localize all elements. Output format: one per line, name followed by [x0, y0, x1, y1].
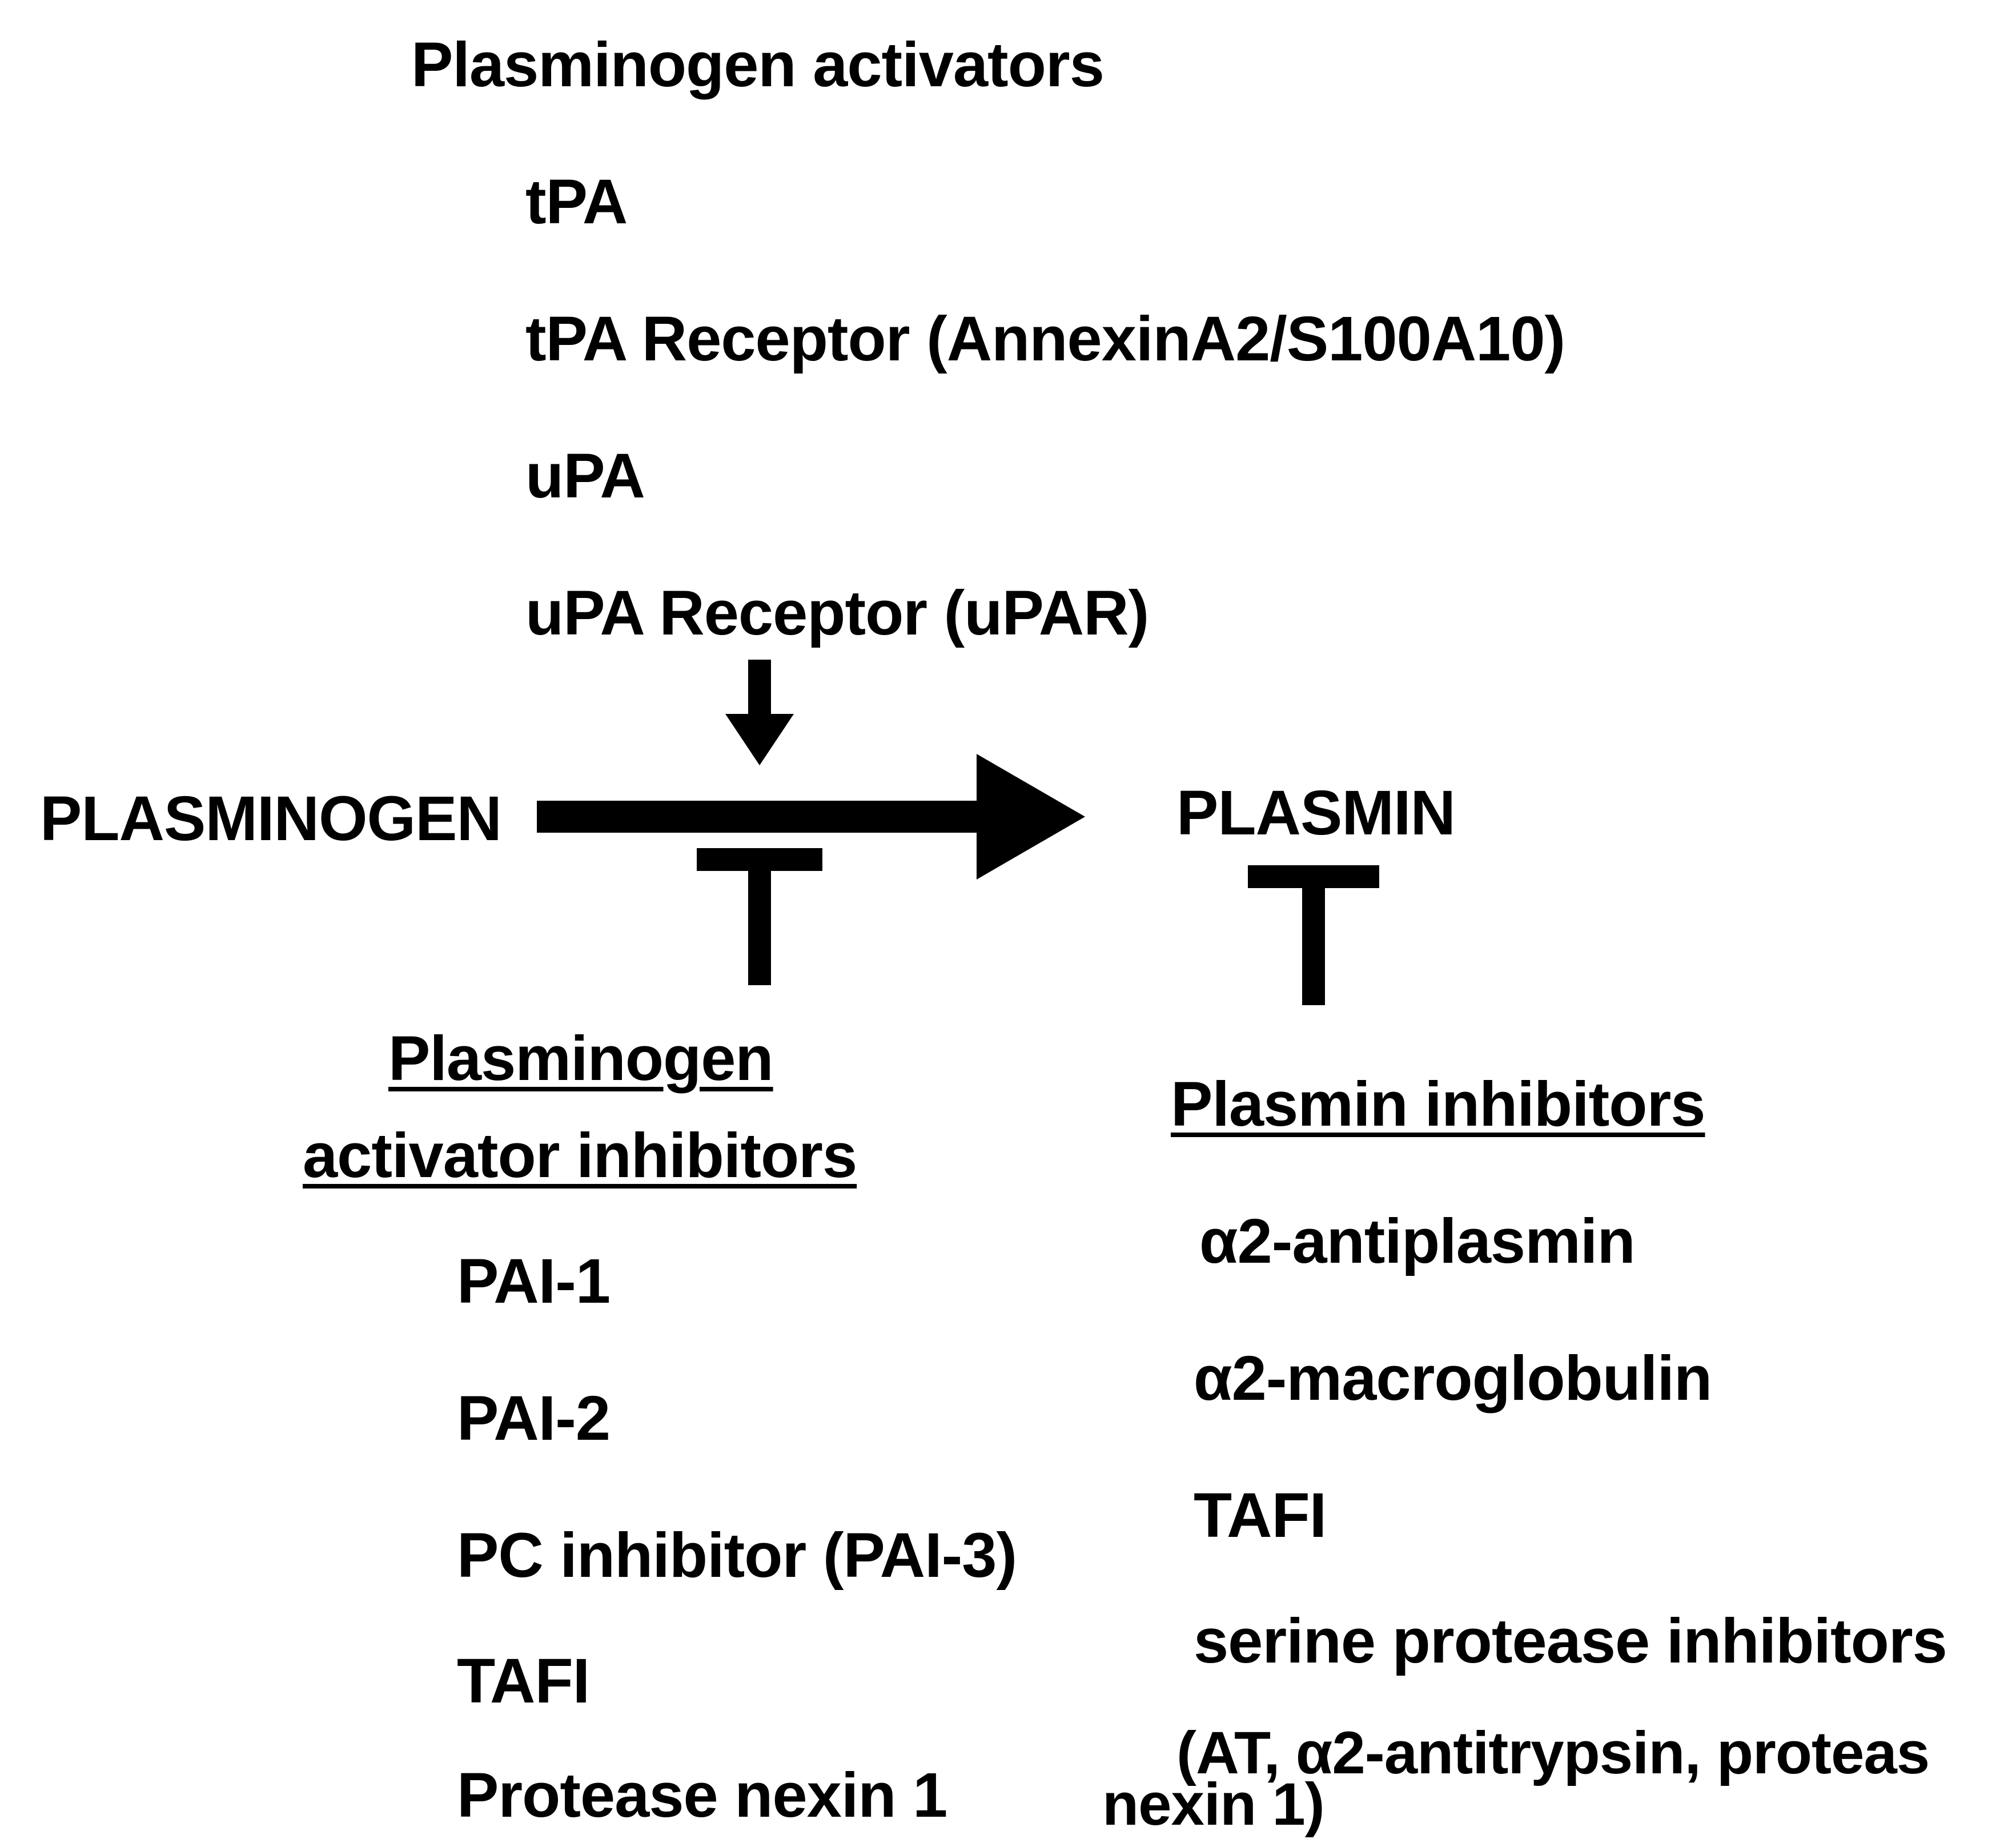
tpa-receptor-label: tPA Receptor (AnnexinA2/S100A10)	[525, 303, 1565, 375]
pai2-label: PAI-2	[457, 1382, 610, 1455]
a2-antiplasmin-label: α2-antiplasmin	[1199, 1205, 1635, 1278]
activation-arrow-head	[725, 714, 794, 765]
pc-inhibitor-label: PC inhibitor (PAI-3)	[457, 1519, 1017, 1592]
upa-receptor-label: uPA Receptor (uPAR)	[525, 577, 1148, 649]
serine-inhibitors-label: serine protease inhibitors	[1194, 1605, 1947, 1677]
main-arrow-head	[977, 754, 1085, 880]
tafi-right-label: TAFI	[1194, 1479, 1326, 1552]
plasminogen-label: PLASMINOGEN	[40, 782, 501, 855]
plasmin-label: PLASMIN	[1176, 777, 1455, 849]
pai1-label: PAI-1	[457, 1245, 610, 1318]
tpa-label: tPA	[525, 166, 627, 238]
activators-heading: Plasminogen activators	[411, 29, 1104, 101]
nexin1-right-label: nexin 1)	[1102, 1770, 1324, 1839]
pai-heading-line2: activator inhibitors	[303, 1119, 857, 1192]
upa-label: uPA	[525, 440, 645, 512]
pai-heading-line1: Plasminogen	[388, 1022, 773, 1095]
protease-nexin-left-label: Protease nexin 1	[457, 1759, 947, 1832]
plasmin-inhibitors-heading: Plasmin inhibitors	[1171, 1068, 1705, 1141]
tafi-left-label: TAFI	[457, 1645, 589, 1717]
a2-macroglobulin-label: α2-macroglobulin	[1194, 1342, 1712, 1415]
